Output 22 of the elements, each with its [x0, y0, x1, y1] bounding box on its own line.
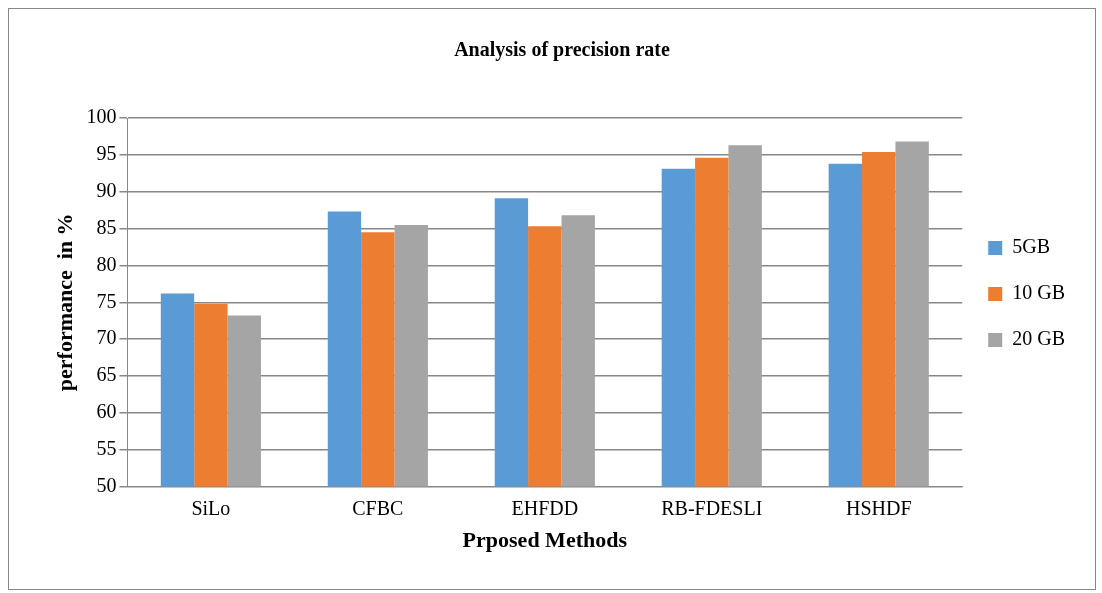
y-tick-label: 100: [86, 105, 117, 128]
y-tick-label: 90: [96, 178, 117, 201]
x-tick-label: RB-FDESLI: [661, 496, 763, 519]
x-axis-title: Prposed Methods: [462, 527, 628, 553]
y-tick-label: 95: [96, 142, 117, 165]
y-tick-label: 50: [96, 473, 117, 496]
chart-title: Analysis of precision rate: [454, 38, 670, 62]
y-tick-label: 60: [96, 400, 117, 423]
y-tick-label: 55: [96, 436, 117, 459]
legend-label: 10 GB: [1012, 281, 1066, 304]
y-axis-title: performance in %: [51, 213, 77, 392]
legend-label: 5GB: [1012, 235, 1051, 258]
legend-label: 20 GB: [1012, 327, 1066, 350]
y-tick-label: 80: [96, 252, 117, 275]
y-tick-label: 75: [96, 289, 117, 312]
y-tick-label: 65: [96, 363, 117, 386]
x-tick-label: CFBC: [352, 496, 404, 519]
x-tick-label: HSHDF: [845, 496, 912, 519]
y-tick-label: 70: [96, 326, 117, 349]
x-tick-label: SiLo: [191, 496, 231, 519]
y-tick-label: 85: [96, 215, 117, 238]
x-tick-label: EHFDD: [511, 496, 579, 519]
